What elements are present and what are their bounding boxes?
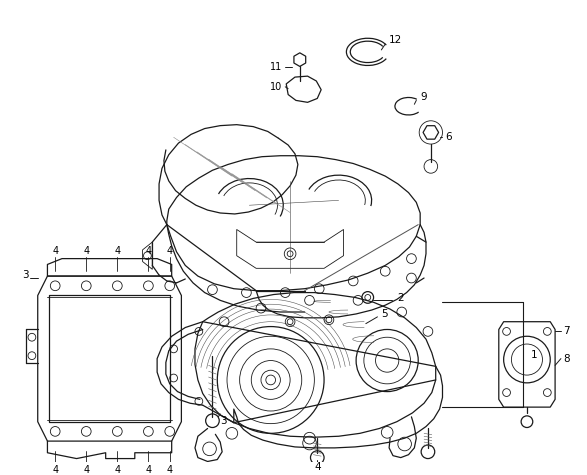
Text: 4: 4 — [314, 462, 321, 472]
Text: 4: 4 — [146, 465, 151, 475]
Text: 7: 7 — [563, 326, 569, 336]
Text: 4: 4 — [83, 465, 89, 475]
Text: 3: 3 — [220, 416, 227, 426]
Text: 4: 4 — [83, 246, 89, 256]
Text: 3: 3 — [22, 270, 29, 280]
Text: 4: 4 — [52, 465, 58, 475]
Text: 8: 8 — [563, 353, 569, 363]
Text: 1: 1 — [531, 350, 538, 360]
Text: 4: 4 — [114, 246, 120, 256]
Text: 4: 4 — [167, 246, 173, 256]
Text: 2: 2 — [397, 294, 403, 304]
Text: 4: 4 — [146, 246, 151, 256]
Text: 4: 4 — [52, 246, 58, 256]
Text: 11: 11 — [270, 62, 282, 72]
Text: 4: 4 — [114, 465, 120, 475]
Text: 10: 10 — [270, 82, 282, 92]
Text: 12: 12 — [389, 35, 402, 45]
Text: 9: 9 — [420, 92, 427, 102]
Text: 6: 6 — [446, 132, 452, 142]
Text: 4: 4 — [167, 465, 173, 475]
Text: 5: 5 — [382, 309, 388, 319]
